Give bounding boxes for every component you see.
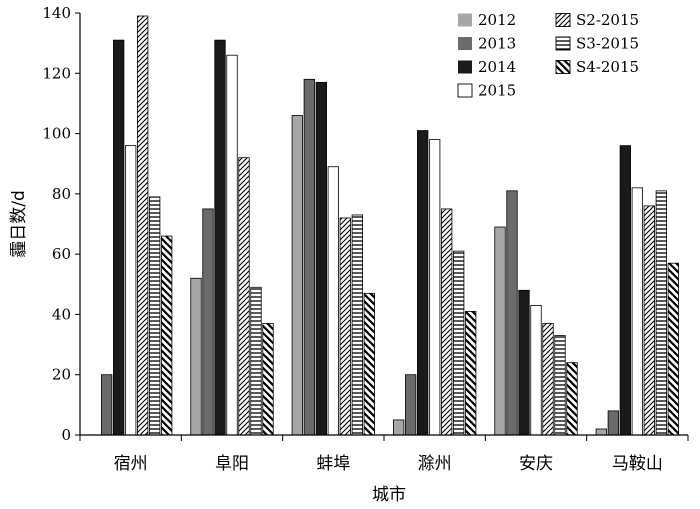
legend-label-2014: 2014 <box>478 58 516 76</box>
bar-S2-2015-5 <box>643 205 655 436</box>
y-tick-label-20: 20 <box>52 366 71 384</box>
bar-S2-2015-3 <box>441 208 453 436</box>
bar-S2-2015-2 <box>339 217 351 436</box>
category-label-4: 安庆 <box>519 454 553 474</box>
bar-2012-1 <box>190 277 202 436</box>
bar-S4-2015-5 <box>667 262 679 436</box>
bar-S2-2015-4 <box>542 323 554 436</box>
y-tick-label-40: 40 <box>52 305 71 323</box>
bar-2013-1 <box>202 208 214 436</box>
bar-S2-2015-0 <box>137 15 149 436</box>
category-label-3: 滁州 <box>418 454 452 474</box>
y-tick-label-0: 0 <box>61 426 71 444</box>
bar-2015-2 <box>327 166 339 436</box>
bars-layer <box>101 15 679 436</box>
bar-2012-3 <box>393 419 405 436</box>
bar-2014-3 <box>417 130 429 436</box>
bar-2013-2 <box>303 78 315 436</box>
y-tick-label-80: 80 <box>52 185 71 203</box>
y-tick-label-120: 120 <box>42 64 71 82</box>
bar-S3-2015-1 <box>250 286 262 436</box>
legend-swatch-2012 <box>458 13 472 27</box>
category-label-1: 阜阳 <box>215 454 249 474</box>
category-label-5: 马鞍山 <box>612 454 663 474</box>
bar-S3-2015-3 <box>453 250 465 436</box>
bar-S3-2015-0 <box>149 196 161 436</box>
legend-swatch-S3-2015 <box>555 36 571 51</box>
legend: 2012 2013 2014 2015 S2-2015 S3-2015 S4-2015 <box>457 11 639 100</box>
bar-2015-3 <box>429 139 441 436</box>
legend-swatch-S2-2015 <box>555 13 571 27</box>
bar-S4-2015-4 <box>566 362 578 436</box>
legend-label-S3-2015: S3-2015 <box>576 35 639 53</box>
bar-2012-4 <box>494 226 506 436</box>
bar-2014-5 <box>619 145 631 436</box>
legend-label-S4-2015: S4-2015 <box>576 58 639 76</box>
bar-2015-5 <box>631 187 643 436</box>
bar-2014-1 <box>214 39 226 436</box>
legend-label-2015: 2015 <box>478 82 516 100</box>
bar-2014-4 <box>518 289 530 436</box>
legend-label-S2-2015: S2-2015 <box>576 11 639 29</box>
bar-2014-0 <box>113 39 125 436</box>
bar-2013-5 <box>607 410 619 436</box>
bar-2012-5 <box>595 428 607 436</box>
bar-S3-2015-2 <box>351 214 363 436</box>
bar-S3-2015-5 <box>655 190 667 436</box>
y-tick-label-140: 140 <box>42 4 71 22</box>
bar-2012-2 <box>291 115 303 436</box>
legend-swatch-2015 <box>457 83 473 98</box>
legend-label-2013: 2013 <box>478 35 516 53</box>
bar-S4-2015-0 <box>161 235 173 436</box>
y-axis-title: 霾日数/d <box>9 190 29 258</box>
axes-layer: 0 20 40 60 80 100 120 140 宿州 阜阳 蚌埠 滁州 安庆 马鞍山 <box>42 4 689 474</box>
bar-2015-0 <box>125 145 137 436</box>
y-tick-label-60: 60 <box>52 245 71 263</box>
legend-swatch-S4-2015 <box>555 60 571 74</box>
bar-S4-2015-2 <box>363 292 375 436</box>
x-axis-title: 城市 <box>372 485 406 505</box>
category-label-0: 宿州 <box>114 454 148 474</box>
y-axis-title-group: 霾日数/d <box>9 190 29 258</box>
legend-swatch-2013 <box>458 37 472 50</box>
legend-swatch-2014 <box>458 60 472 74</box>
y-tick-label-100: 100 <box>42 125 71 143</box>
bar-2013-0 <box>101 374 113 436</box>
bar-S4-2015-3 <box>465 311 477 436</box>
bar-2013-3 <box>405 374 417 436</box>
bar-2013-4 <box>506 190 518 436</box>
category-label-2: 蚌埠 <box>316 454 350 474</box>
bar-2014-2 <box>315 81 327 436</box>
legend-label-2012: 2012 <box>478 11 516 29</box>
bar-S2-2015-1 <box>238 157 250 436</box>
bar-2015-1 <box>226 54 238 436</box>
bar-2015-4 <box>530 304 542 436</box>
bar-S4-2015-1 <box>262 323 274 436</box>
bar-S3-2015-4 <box>554 335 566 436</box>
